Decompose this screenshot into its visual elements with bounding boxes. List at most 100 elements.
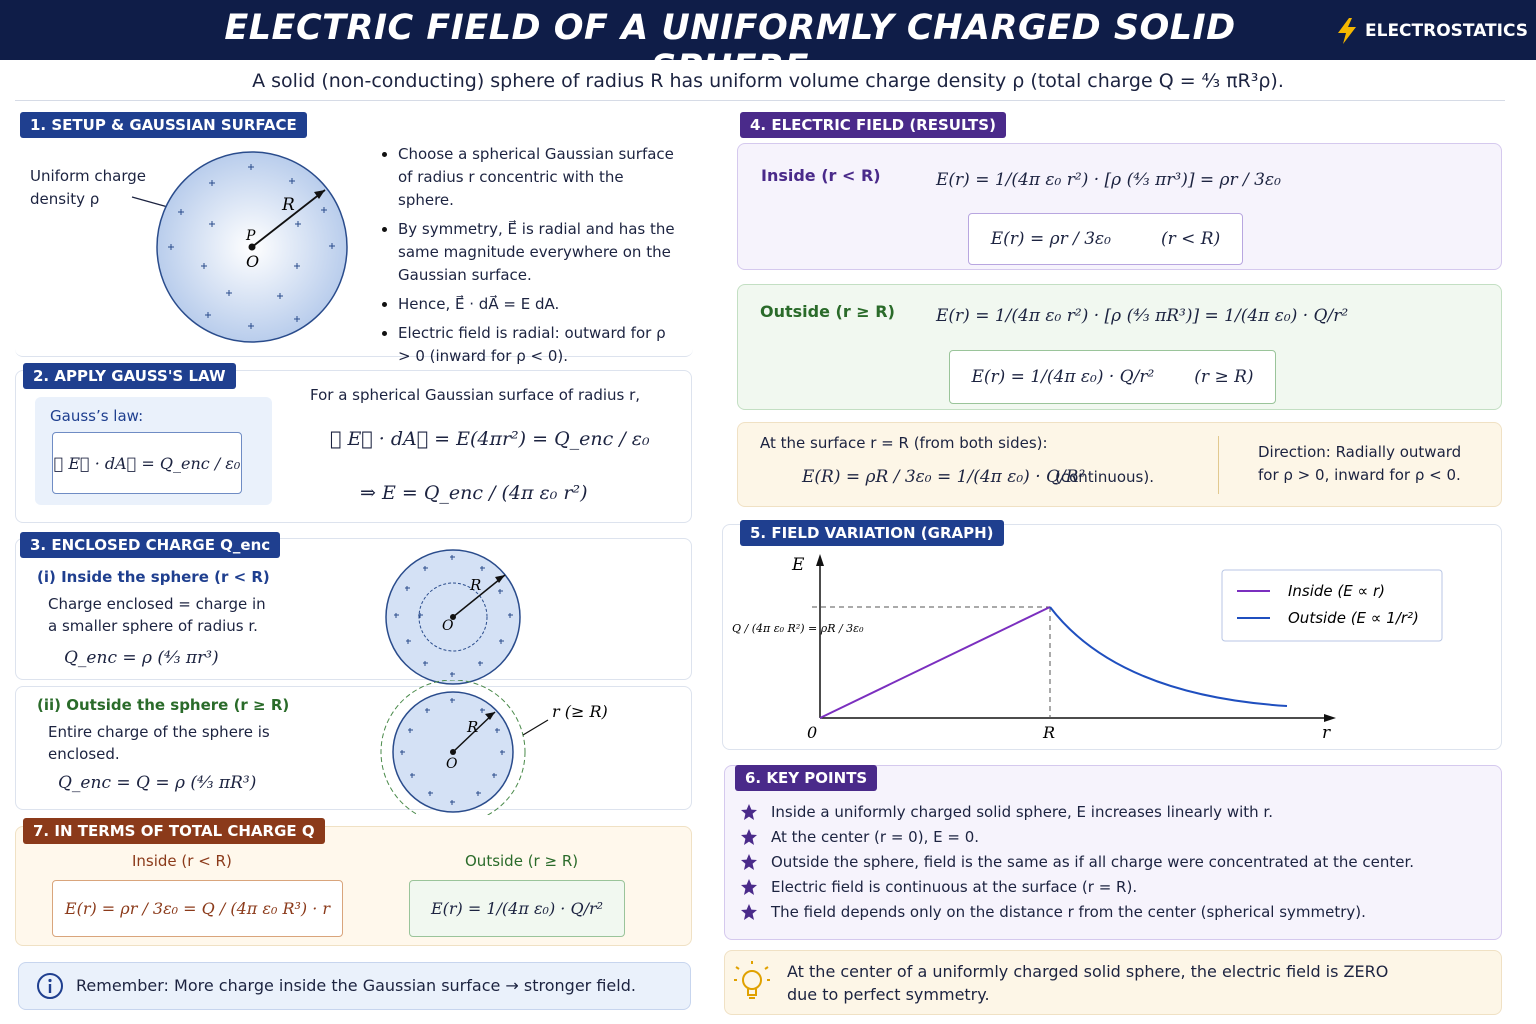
header-title: ELECTRIC FIELD OF A UNIFORMLY CHARGED SO… [224, 8, 1236, 88]
section-box [724, 765, 1502, 940]
bullet-text: Choose a spherical Gaussian surface of r… [398, 145, 674, 209]
results-boxed-equation: E(r) = 1/(4π ε₀) · Q/r² (r ≥ R) [949, 350, 1276, 404]
key-point: Inside a uniformly charged solid sphere,… [741, 800, 1414, 825]
divider [15, 100, 1505, 101]
peak-label: Q / (4π ε₀ R²) = ρR / 3ε₀ [732, 622, 864, 635]
key-point: Electric field is continuous at the surf… [741, 875, 1414, 900]
center-label: O [446, 756, 458, 772]
case-text: Charge enclosed = charge in a smaller sp… [48, 595, 266, 635]
y-axis-label: E [791, 555, 805, 575]
inside-diagram: R O [385, 549, 521, 685]
bullet-text: Hence, E⃗ · dA⃗ = E dA. [398, 295, 560, 313]
key-point-text: Outside the sphere, field is the same as… [771, 853, 1415, 871]
bullet-text: By symmetry, E⃗ is radial and has the sa… [398, 220, 675, 284]
section-title: 1. SETUP & GAUSSIAN SURFACE [20, 112, 307, 138]
bullet: Choose a spherical Gaussian surface of r… [380, 143, 680, 212]
case-label: (i) Inside the sphere (r < R) [37, 568, 270, 586]
section-box [15, 538, 692, 680]
bullet-text: Electric field is radial: outward for ρ … [398, 324, 666, 365]
case-label: Outside (r ≥ R) [760, 302, 895, 321]
star [741, 879, 757, 895]
star [741, 904, 757, 920]
case-equation: Q_enc = ρ (⁴⁄₃ πr³) [64, 648, 219, 668]
origin-label: 0 [807, 723, 817, 742]
legend-entry: Inside (E ∝ r) [1288, 582, 1385, 600]
key-point-text: At the center (r = 0), E = 0. [771, 828, 980, 846]
section-box [15, 105, 693, 357]
law-label: Gauss’s law: [50, 407, 144, 425]
star [741, 804, 757, 820]
bulb-icon [734, 961, 770, 999]
section-box [722, 524, 1502, 750]
bullet-dot [382, 331, 387, 336]
key-point-text: Inside a uniformly charged solid sphere,… [771, 803, 1273, 821]
law-equation: ∮ E⃗ · dA⃗ = Q_enc / ε₀ [52, 432, 242, 494]
results-boxed-equation: E(r) = ρr / 3ε₀ (r < R) [968, 213, 1243, 265]
bullet: Electric field is radial: outward for ρ … [380, 322, 680, 368]
gauss-radius-label: r (≥ R) [552, 702, 608, 721]
point-label: P [245, 228, 256, 244]
header-tag: ELECTROSTATICS [1365, 21, 1528, 41]
section-title: 3. ENCLOSED CHARGE Q_enc [20, 532, 281, 558]
boxed-equation: E(r) = 1/(4π ε₀) · Q/r² [971, 367, 1155, 387]
boxed-equation: E(r) = ρr / 3ε₀ [990, 229, 1111, 249]
star [741, 829, 757, 845]
section-title: 6. KEY POINTS [735, 765, 878, 791]
header [0, 0, 1536, 60]
field-graph: E r 0 R Q / (4π ε₀ R²) = ρR / 3ε₀ Inside… [732, 554, 1443, 743]
separator [1218, 436, 1219, 494]
case-label: Inside (r < R) [132, 852, 232, 870]
surface-text: At the surface r = R (from both sides): [760, 434, 1048, 452]
sphere-diagram: R P O [131, 151, 348, 343]
key-point-text: The field depends only on the distance r… [771, 903, 1366, 921]
highlight-text: At the center of a uniformly charged sol… [787, 962, 1389, 1004]
surface-equation: E(R) = ρR / 3ε₀ = 1/(4π ε₀) · Q/R² [802, 467, 1086, 487]
case-equation: Q_enc = Q = ρ (⁴⁄₃ πR³) [58, 773, 257, 793]
results-equation: E(r) = 1/(4π ε₀ r²) · [ρ (⁴⁄₃ πR³)] = 1/… [936, 306, 1349, 326]
x-axis-label: r [1322, 723, 1331, 743]
gauss-intro: For a spherical Gaussian surface of radi… [310, 386, 641, 404]
gauss-equation: ⇒ E = Q_enc / (4π ε₀ r²) [360, 482, 588, 504]
surface-box [737, 422, 1502, 507]
bullet-dot [382, 302, 387, 307]
case-label: Outside (r ≥ R) [465, 852, 579, 870]
center-label: O [442, 618, 454, 634]
r-label: R [1042, 723, 1055, 742]
results-equation: E(r) = 1/(4π ε₀ r²) · [ρ (⁴⁄₃ πr³)] = ρr… [936, 170, 1281, 190]
total-outside-equation: E(r) = 1/(4π ε₀) · Q/r² [409, 880, 625, 937]
key-point-text: Electric field is continuous at the surf… [771, 878, 1138, 896]
radius-label: R [466, 718, 478, 736]
direction-text: Direction: Radially outward for ρ > 0, i… [1258, 443, 1462, 484]
gauss-equation: ∮ E⃗ · dA⃗ = E(4πr²) = Q_enc / ε₀ [330, 428, 650, 450]
intro: A solid (non-conducting) sphere of radiu… [252, 70, 1284, 92]
bullet-dot [382, 227, 387, 232]
section-title: 7. IN TERMS OF TOTAL CHARGE Q [23, 818, 325, 844]
key-point: Outside the sphere, field is the same as… [741, 850, 1414, 875]
radius-label: R [281, 195, 295, 215]
charge-label: Uniform charge density ρ [30, 167, 146, 208]
section-title: 2. APPLY GAUSS'S LAW [23, 363, 236, 389]
condition: (r < R) [1161, 229, 1221, 249]
section-title: 4. ELECTRIC FIELD (RESULTS) [740, 112, 1006, 138]
key-points: Inside a uniformly charged solid sphere,… [741, 800, 1414, 925]
condition: (r ≥ R) [1194, 367, 1254, 387]
surface-note: (continuous). [1055, 468, 1154, 486]
center-label: O [246, 252, 259, 271]
bullet-dot [382, 152, 387, 157]
total-inside-equation: E(r) = ρr / 3ε₀ = Q / (4π ε₀ R³) · r [52, 880, 343, 937]
bullet: Hence, E⃗ · dA⃗ = E dA. [380, 293, 680, 316]
bullet-list: Choose a spherical Gaussian surface of r… [380, 143, 680, 368]
note-text: Remember: More charge inside the Gaussia… [76, 976, 636, 995]
star [741, 854, 757, 870]
key-point: The field depends only on the distance r… [741, 900, 1414, 925]
section-title: 5. FIELD VARIATION (GRAPH) [740, 520, 1004, 546]
highlight-box [724, 950, 1502, 1015]
case-text: Entire charge of the sphere is enclosed. [48, 723, 270, 763]
note-box [18, 962, 691, 1010]
info-icon [37, 973, 63, 999]
section-box [15, 370, 692, 523]
outside-diagram: R O r (≥ R) [380, 680, 608, 815]
lightning-icon [1338, 18, 1356, 44]
